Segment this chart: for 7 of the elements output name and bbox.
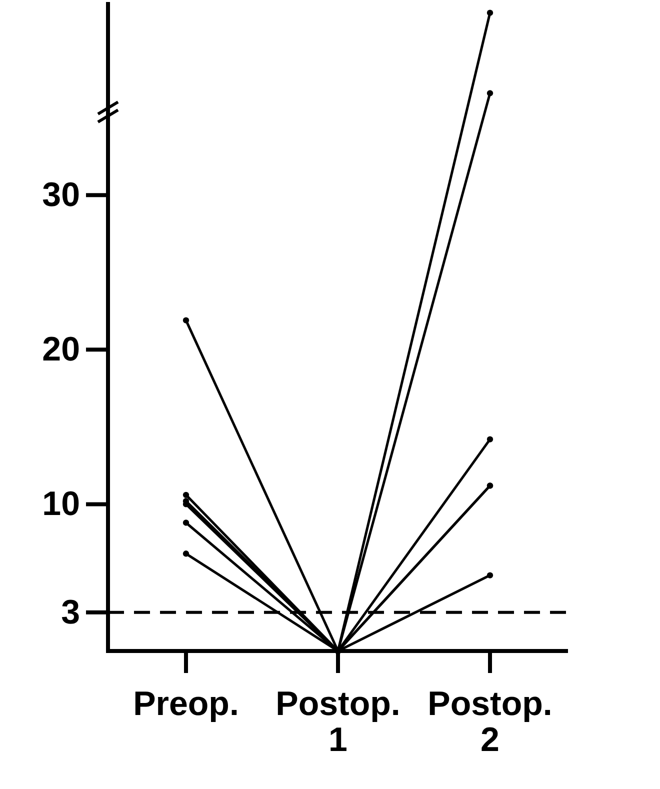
y-tick-label: 30 bbox=[42, 176, 80, 214]
y-tick-label: 3 bbox=[61, 593, 80, 632]
x-tick-label: Preop. bbox=[133, 685, 239, 723]
x-tick-label: Postop. 1 bbox=[276, 685, 400, 759]
y-tick-label: 20 bbox=[42, 330, 80, 369]
y-tick-label: 10 bbox=[42, 485, 80, 524]
x-tick-label: Postop. 2 bbox=[428, 685, 552, 759]
